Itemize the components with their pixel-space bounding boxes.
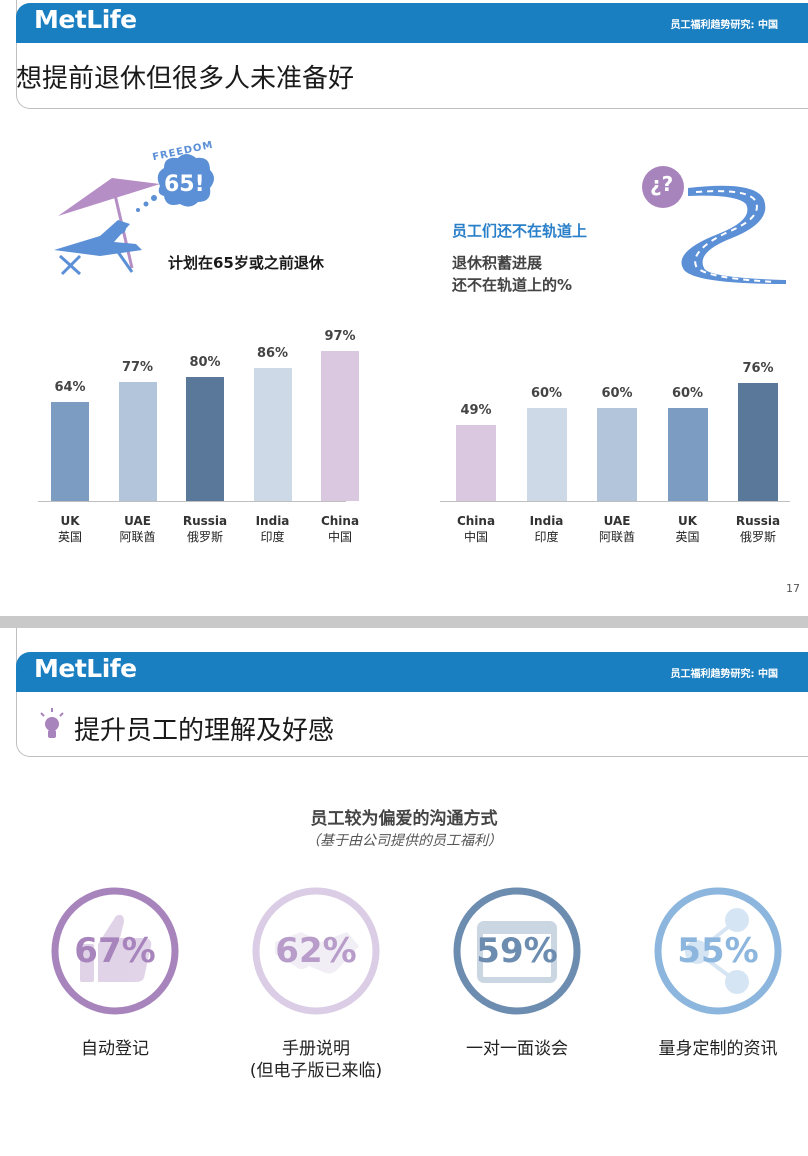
category-label-en: India [529,514,564,528]
question-circle-icon [642,166,684,208]
slide-communication: MetLife 员工福利趋势研究: 中国 提升员工的理解及好感 员工较为偏爱的沟… [0,628,808,1156]
bar-value-label: 77% [121,359,154,375]
share-nodes-icon [654,887,782,1015]
category-label: UK 英国 [653,513,723,545]
method-circle: 55% [653,886,783,1016]
freedom-badge [157,154,214,207]
method-caption: 量身定制的资讯 [628,1038,808,1060]
category-label-cn: 印度 [260,530,285,544]
bar-uae [597,408,637,501]
bar-uk [51,401,89,501]
category-label: India 印度 [238,513,308,545]
category-label-cn: 中国 [463,530,488,544]
right-chart-subheading-2: 还不在轨道上的% [452,276,573,294]
category-label-cn: 俄罗斯 [186,530,223,544]
method-percentage: 62% [275,931,357,971]
chart1-baseline [38,501,346,502]
category-label: India 印度 [512,513,582,545]
metlife-logo: MetLife [34,5,137,34]
category-label: Russia 俄罗斯 [723,513,793,545]
category-label-cn: 印度 [534,530,559,544]
method-caption: 一对一面谈会 [427,1038,607,1060]
bar-russia [186,377,224,501]
category-label-en: China [320,514,360,528]
category-label-en: China [456,514,496,528]
bar-india [526,408,567,501]
page-number: 17 [786,582,800,595]
bar-value-label: 60% [601,386,633,401]
road-icon [681,185,786,284]
bar-uae [118,381,157,501]
bar-india [253,367,292,501]
method-caption-line2: (但电子版已来临) [249,1061,383,1081]
category-label-cn: 阿联酋 [598,530,635,544]
category-label: UK 英国 [35,513,105,545]
category-label: China 中国 [305,513,375,545]
bar-value-label: 86% [256,345,289,361]
category-label-en: Russia [182,514,228,528]
title-panel [16,0,808,109]
method-circle: 59% [452,886,582,1016]
bar-value-label: 60% [671,386,704,401]
category-label: China 中国 [441,513,511,545]
category-label-en: India [255,514,290,528]
category-label: UAE 阿联酋 [582,513,652,545]
category-label: Russia 俄罗斯 [170,513,240,545]
browser-window-icon [453,887,581,1015]
title-panel [16,628,808,757]
category-label-cn: 英国 [57,530,82,544]
bar-china [321,350,359,501]
method-caption-line1: 一对一面谈会 [466,1039,568,1059]
bar-russia [738,383,778,501]
header-report-title: 员工福利趋势研究: 中国 [670,669,778,680]
freedom-number: 65! [164,172,205,197]
beach-chair-icon [54,178,160,276]
method-caption-line1: 量身定制的资讯 [658,1039,778,1059]
method-caption-line1: 手册说明 [282,1039,350,1059]
category-label-en: UK [60,514,80,528]
method-caption: 手册说明 (但电子版已来临) [226,1038,406,1082]
slide-retirement: MetLife 员工福利趋势研究: 中国 想提前退休但很多人未准备好 FREED… [0,0,808,616]
bar-china [456,425,496,501]
method-percentage: 55% [677,931,759,971]
page-title: 想提前退休但很多人未准备好 [16,64,355,94]
handshake-icon [252,887,380,1015]
category-label-en: UAE [603,514,631,528]
method-circle: 62% [251,886,381,1016]
category-label-cn: 阿联酋 [119,530,156,544]
bar-value-label: 97% [324,328,356,344]
section-heading: 员工较为偏爱的沟通方式 [310,809,498,829]
method-caption-line1: 自动登记 [81,1039,149,1059]
metlife-logo: MetLife [34,654,137,683]
category-label-en: Russia [735,514,781,528]
bar-value-label: 60% [530,386,563,401]
bar-value-label: 76% [742,361,774,377]
method-caption: 自动登记 [25,1038,205,1060]
method-percentage: 59% [476,931,558,971]
left-chart-caption: 计划在65岁或之前退休 [168,254,324,272]
category-label-cn: 英国 [675,530,700,544]
bar-uk [667,408,708,501]
method-circle: 67% [50,886,180,1016]
header-report-title: 员工福利趋势研究: 中国 [670,20,778,31]
question-mark: ¿? [650,172,674,196]
bar-value-label: 64% [54,379,86,395]
section-note: （基于由公司提供的员工福利） [306,833,502,849]
right-chart-heading: 员工们还不在轨道上 [452,222,588,240]
page-title: 提升员工的理解及好感 [74,716,335,746]
method-percentage: 67% [74,931,156,971]
category-label-cn: 中国 [327,530,352,544]
header-bar: MetLife 员工福利趋势研究: 中国 [16,652,808,692]
bar-value-label: 80% [189,355,221,370]
chart2-baseline [440,501,790,502]
category-label-en: UK [677,514,698,528]
category-label-en: UAE [124,514,151,528]
category-label: UAE 阿联酋 [103,513,173,545]
thumbs-up-icon [51,887,179,1015]
header-bar: MetLife 员工福利趋势研究: 中国 [16,3,808,43]
category-label-cn: 俄罗斯 [739,530,776,544]
bar-value-label: 49% [460,403,492,419]
right-chart-subheading-1: 退休积蓄进展 [452,254,543,272]
lightbulb-icon [40,708,64,738]
